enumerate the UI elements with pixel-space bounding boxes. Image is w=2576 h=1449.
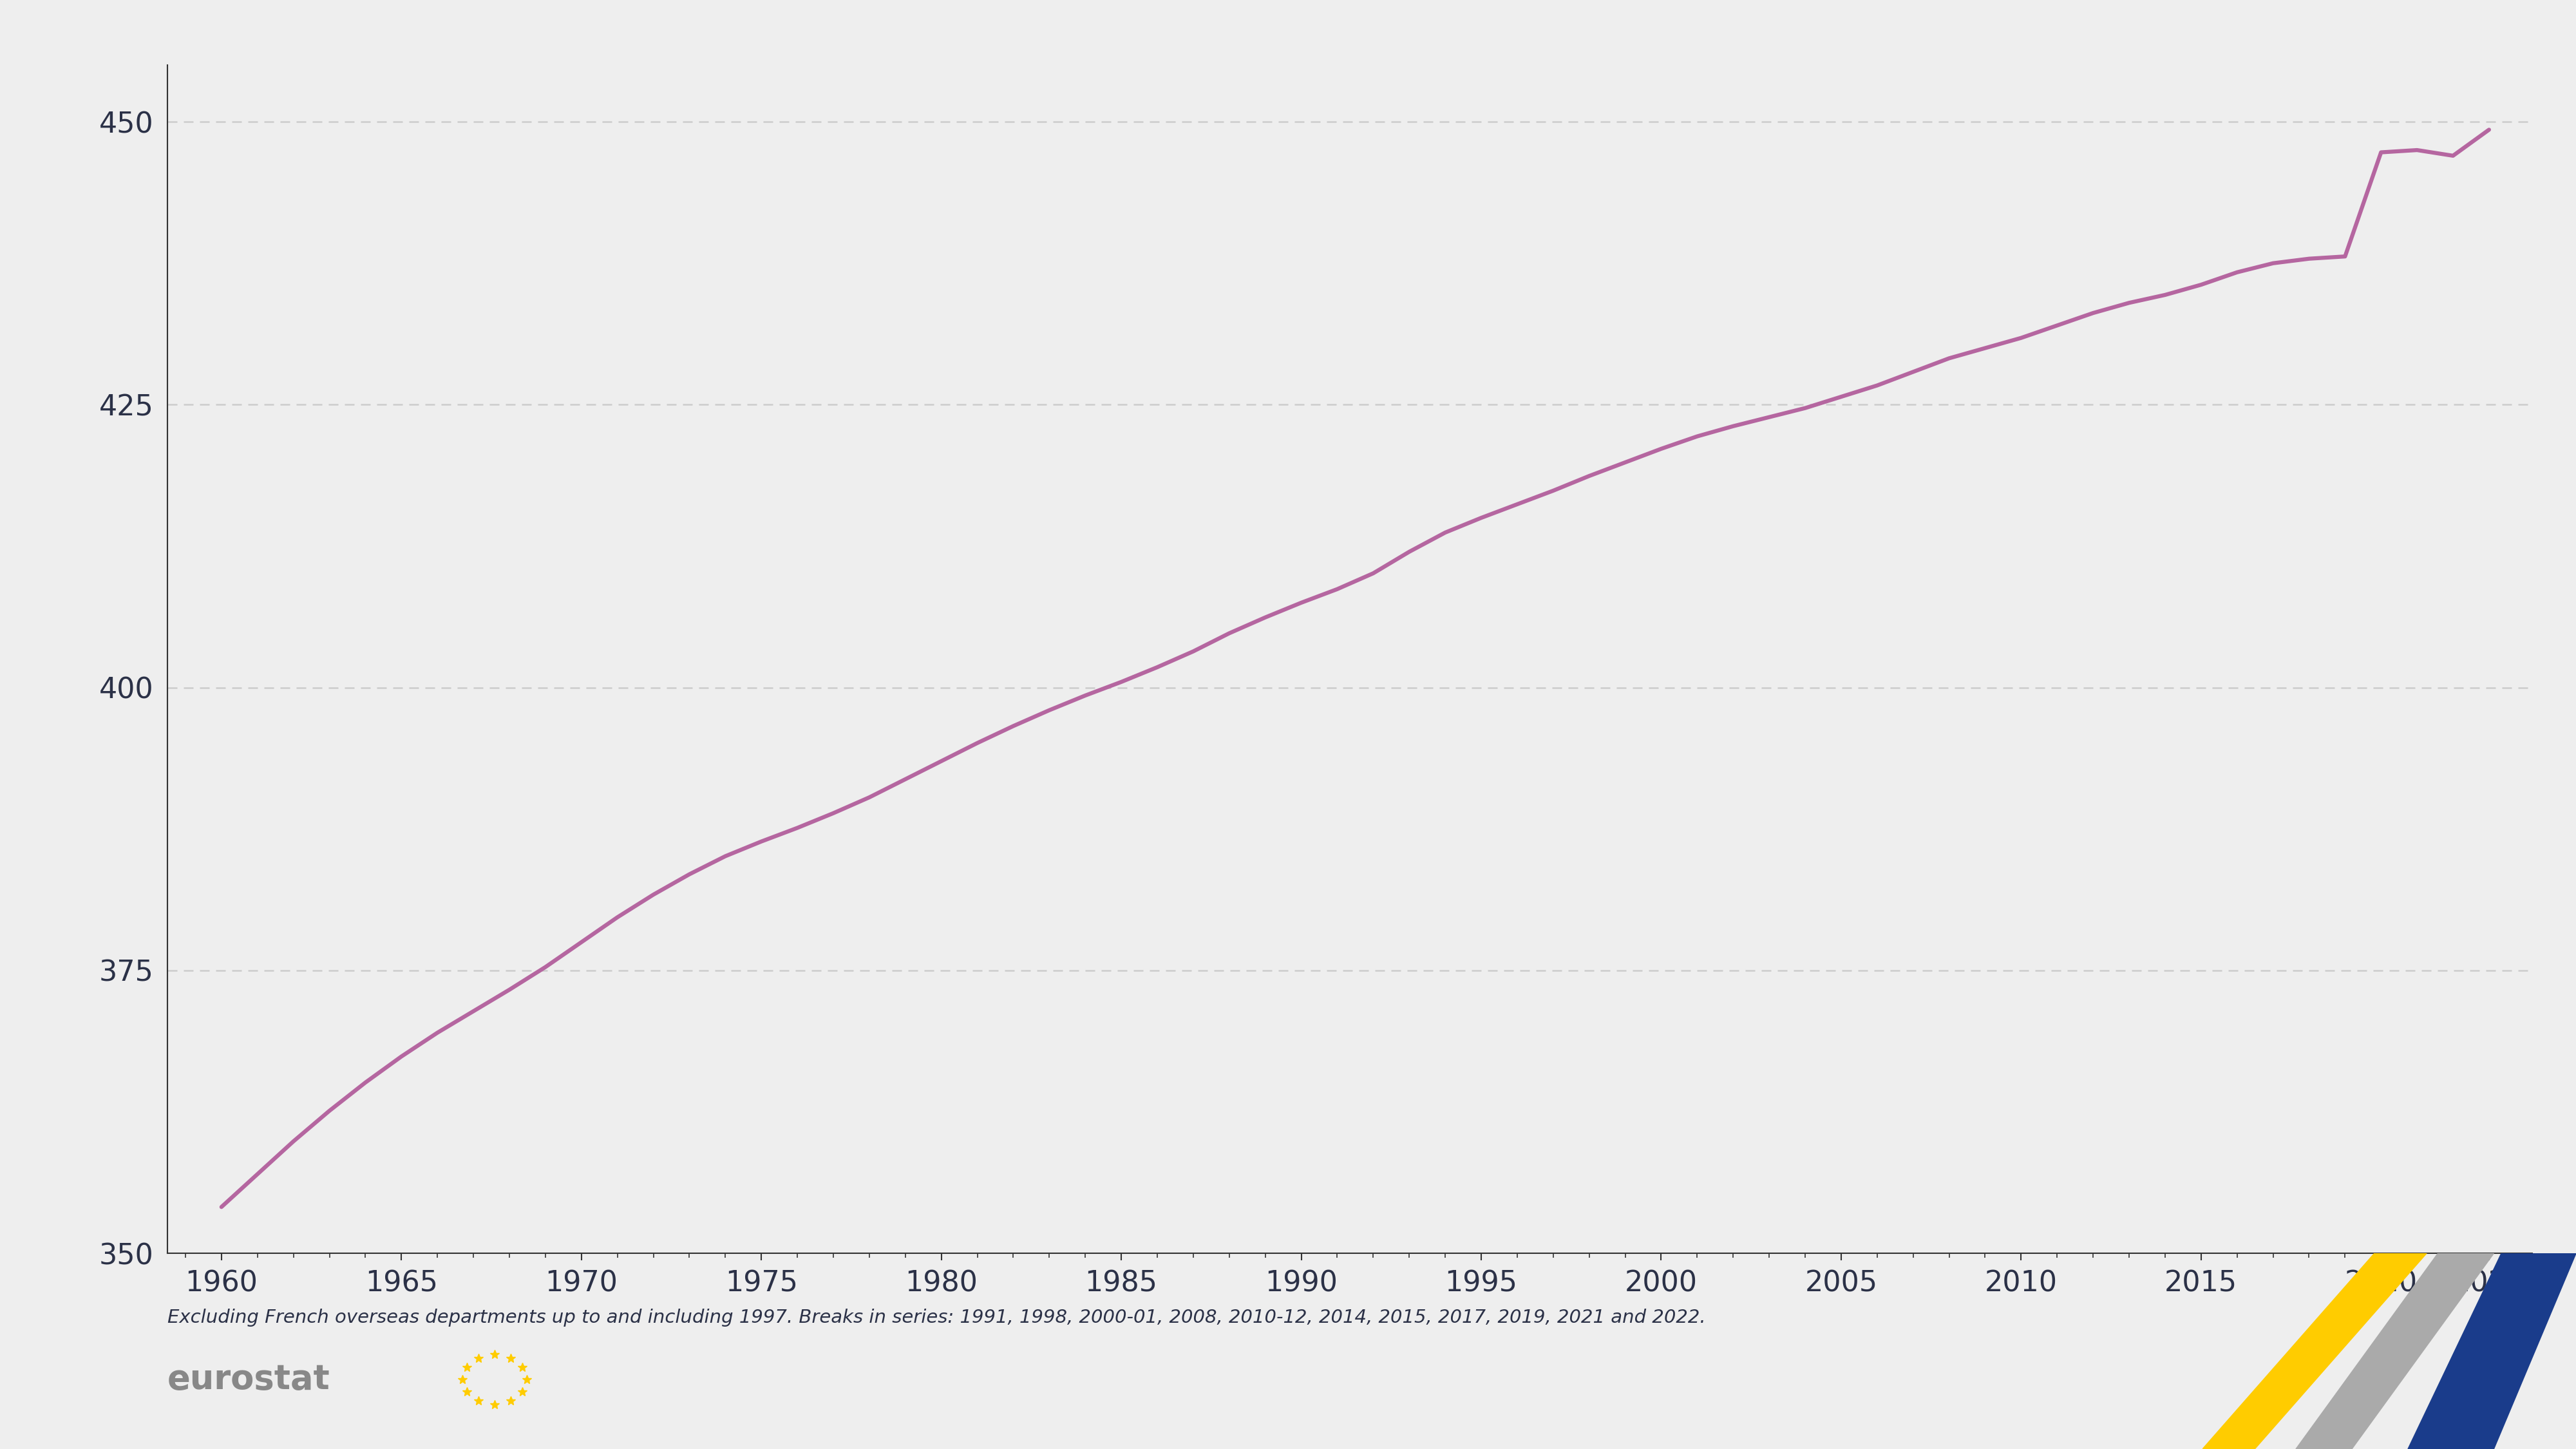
Text: Excluding French overseas departments up to and including 1997. Breaks in series: Excluding French overseas departments up…	[167, 1308, 1705, 1326]
Text: eurostat: eurostat	[167, 1362, 330, 1397]
Polygon shape	[2202, 1253, 2427, 1449]
Polygon shape	[2409, 1253, 2576, 1449]
Polygon shape	[2295, 1253, 2494, 1449]
